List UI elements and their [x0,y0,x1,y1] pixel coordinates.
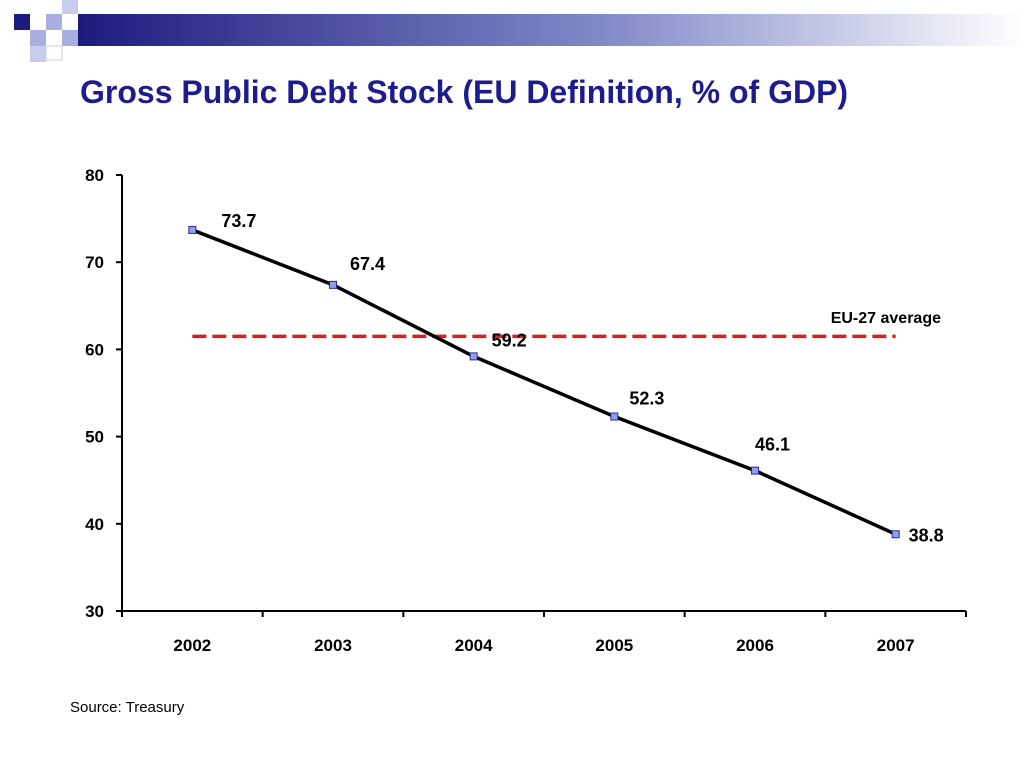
x-tick-label: 2003 [314,636,352,655]
series-line [191,228,897,536]
series-group [188,225,900,539]
y-tick-label: 80 [85,166,104,185]
deco-square-navy-1 [14,14,30,30]
data-point-marker [329,280,337,289]
y-tick-label: 40 [85,515,104,534]
header-decoration [14,0,1024,62]
reference-line-group: EU-27 average [192,310,941,339]
data-point-marker [751,466,759,475]
data-point-marker [891,530,900,539]
x-tick-label: 2004 [455,636,493,655]
debt-line-chart: 30 40 50 60 70 80 2002 2003 2004 2005 2006 2007 EU-… [85,166,967,655]
x-tick-label: 2006 [736,636,774,655]
data-label: 67.4 [350,254,385,274]
x-tick-label: 2005 [595,636,633,655]
y-tick-label: 30 [85,602,104,621]
data-label: 73.7 [221,211,256,231]
slide-title: Gross Public Debt Stock (EU Definition, … [80,74,849,110]
y-tick-label: 70 [85,253,104,272]
data-label: 59.2 [492,330,527,350]
reference-line-label: EU-27 average [831,310,941,327]
data-label: 52.3 [629,389,664,409]
chart-axes: 30 40 50 60 70 80 2002 2003 2004 2005 2006 2007 [85,166,967,655]
data-point-marker [469,352,478,361]
x-tick-label: 2002 [173,636,211,655]
x-tick-label: 2007 [877,636,915,655]
source-note: Source: Treasury [70,699,185,716]
deco-square-light-2 [46,14,62,30]
data-point-marker [188,225,197,234]
data-label: 38.8 [909,525,944,545]
deco-square-light-5 [62,30,78,46]
data-label: 46.1 [755,435,790,455]
y-tick-label: 60 [85,340,104,359]
data-labels-group: 73.7 67.4 59.2 52.3 46.1 38.8 [221,211,943,545]
deco-square-light-3 [62,0,78,14]
data-point-marker [610,412,619,421]
deco-square-light-1 [30,30,46,46]
deco-square-light-4 [30,46,46,62]
y-tick-label: 50 [85,428,104,447]
header-gradient-band [78,14,1024,46]
deco-square-navy-2 [45,45,63,61]
